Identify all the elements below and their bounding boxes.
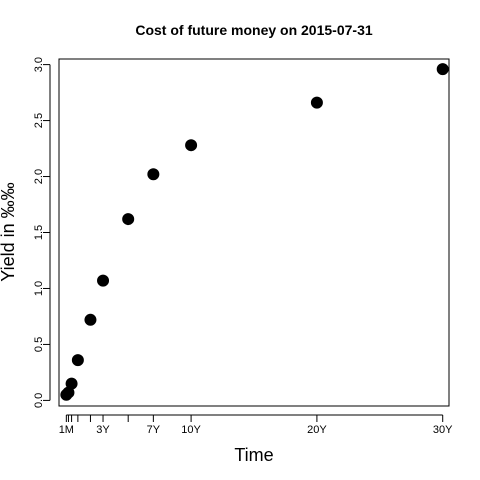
y-tick-label: 1.5 xyxy=(33,225,45,240)
x-tick-label: 10Y xyxy=(181,424,201,436)
y-tick-label: 2.0 xyxy=(33,169,45,184)
data-point xyxy=(147,168,160,181)
data-point xyxy=(65,377,78,390)
y-axis-title: Yield in ‰‰ xyxy=(0,182,18,281)
x-tick-label: 3Y xyxy=(96,424,110,436)
data-points xyxy=(60,63,449,401)
data-point xyxy=(84,313,97,326)
data-point xyxy=(122,213,135,226)
x-axis: 1M 3Y 7Y 10Y 20Y 30Y xyxy=(59,414,453,436)
x-tick-label: 7Y xyxy=(147,424,161,436)
chart-title: Cost of future money on 2015-07-31 xyxy=(135,22,372,38)
data-point xyxy=(97,274,110,287)
data-point xyxy=(185,139,198,152)
y-tick-label: 0.5 xyxy=(33,337,45,352)
x-axis-title: Time xyxy=(234,445,273,465)
y-tick-label: 3.0 xyxy=(33,57,45,72)
y-tick-label: 2.5 xyxy=(33,113,45,128)
y-tick-label: 0.0 xyxy=(33,393,45,408)
y-tick-label: 1.0 xyxy=(33,281,45,296)
x-tick-label: 30Y xyxy=(433,424,453,436)
data-point xyxy=(310,96,323,109)
data-point xyxy=(436,63,449,76)
data-point xyxy=(71,354,84,367)
x-tick-label: 20Y xyxy=(307,424,327,436)
x-tick-label: 1M xyxy=(59,424,74,436)
plot-area-frame xyxy=(58,58,450,407)
y-axis: 0.0 0.5 1.0 1.5 2.0 2.5 3.0 xyxy=(33,57,51,408)
